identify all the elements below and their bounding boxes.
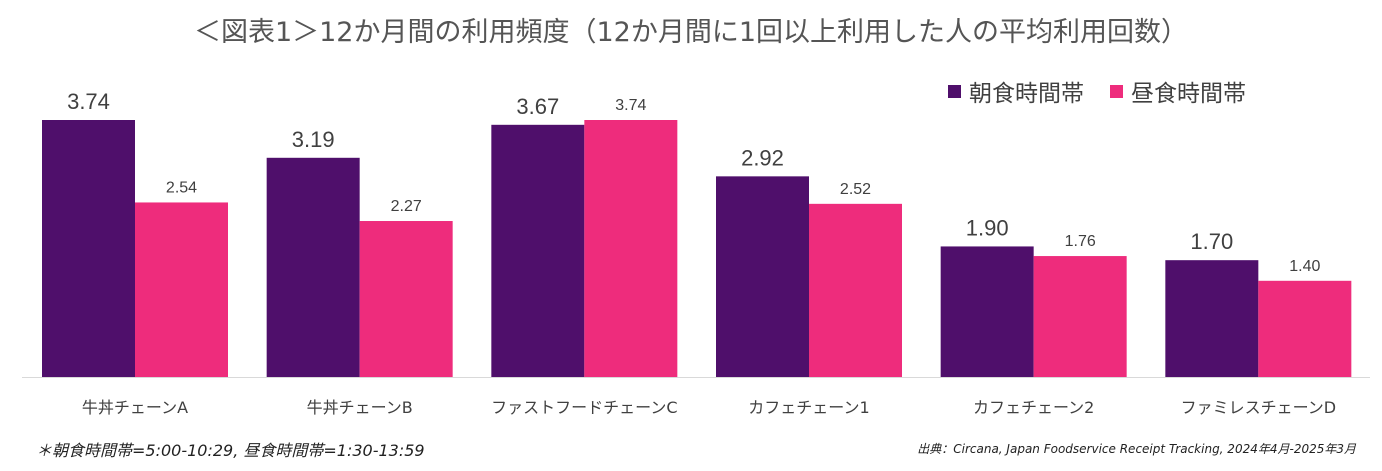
footnote-source: 出典：Circana, Japan Foodservice Receipt Tr… [917,442,1356,456]
legend-item-lunch: 昼食時間帯 [1110,74,1246,108]
footnote-time-definitions: ＊朝食時間帯=5:00-10:29, 昼食時間帯=1:30-13:59 [36,441,425,460]
data-label-breakfast-3: 2.92 [741,145,784,170]
legend-swatch-lunch [1110,84,1123,98]
bar-lunch-0 [135,202,228,377]
category-label-2: ファストフードチェーンC [491,398,677,417]
category-label-5: ファミレスチェーンD [1181,398,1337,417]
data-label-lunch-0: 2.54 [166,179,197,196]
bar-lunch-4 [1033,256,1127,377]
category-label-0: 牛丼チェーンA [82,398,188,417]
data-label-lunch-4: 1.76 [1065,233,1096,250]
bar-lunch-1 [359,221,453,377]
bar-breakfast-4 [940,246,1034,377]
data-label-breakfast-5: 1.70 [1190,229,1233,254]
chart-title: ＜図表1＞12か月間の利用頻度（12か月間に1回以上利用した人の平均利用回数） [193,17,1189,48]
bar-lunch-3 [809,203,902,377]
data-label-breakfast-0: 3.74 [67,89,110,114]
category-label-4: カフェチェーン2 [973,398,1094,417]
bar-breakfast-5 [1165,260,1259,377]
bar-breakfast-3 [716,176,809,377]
category-label-3: カフェチェーン1 [748,398,869,417]
data-label-breakfast-4: 1.90 [966,215,1009,240]
legend-swatch-breakfast [948,84,961,98]
category-label-1: 牛丼チェーンB [307,398,413,417]
legend-label-lunch: 昼食時間帯 [1131,81,1246,107]
legend-label-breakfast: 朝食時間帯 [969,81,1084,107]
data-label-breakfast-1: 3.19 [292,127,335,152]
bar-breakfast-1 [266,157,360,377]
legend-item-breakfast: 朝食時間帯 [948,74,1084,108]
bar-lunch-2 [584,120,678,377]
data-label-lunch-2: 3.74 [615,97,646,114]
bar-lunch-5 [1258,280,1352,377]
bar-breakfast-2 [491,124,585,378]
data-label-breakfast-2: 3.67 [516,94,559,119]
bar-breakfast-0 [42,120,135,377]
legend: 朝食時間帯 昼食時間帯 [948,74,1272,108]
data-label-lunch-3: 2.52 [840,181,871,198]
data-label-lunch-1: 2.27 [391,198,422,215]
data-label-lunch-5: 1.40 [1289,258,1320,275]
